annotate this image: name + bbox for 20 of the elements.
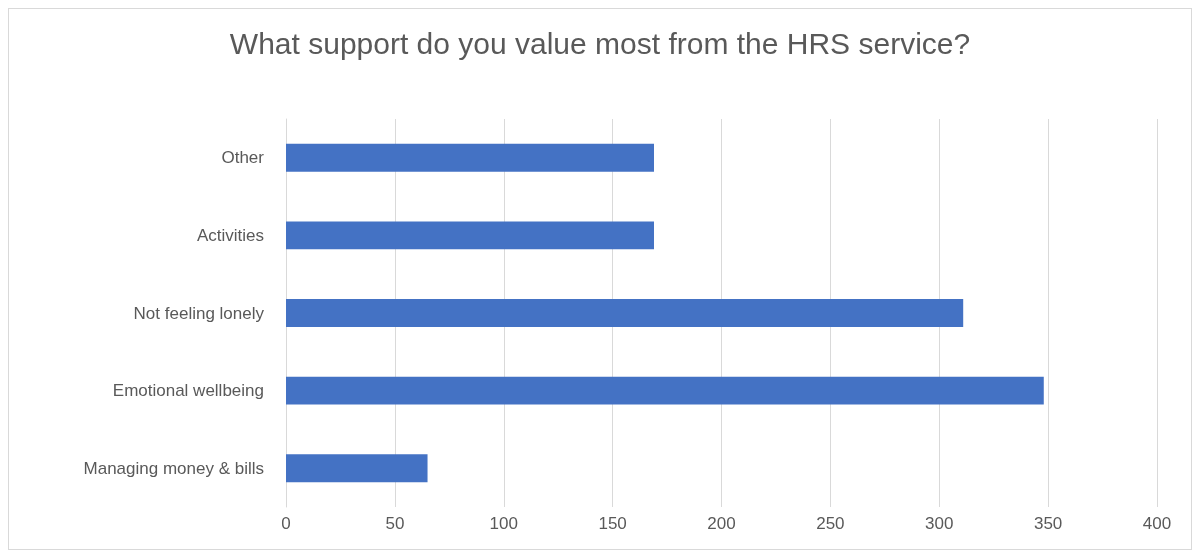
y-tick-label: Not feeling lonely <box>133 303 265 323</box>
x-tick-label: 400 <box>1142 514 1172 533</box>
bar <box>286 221 654 250</box>
bar <box>286 454 428 483</box>
x-tick-label: 300 <box>925 514 954 533</box>
x-tick-label: 0 <box>281 514 291 533</box>
x-tick-label: 250 <box>816 514 845 533</box>
y-tick-label: Activities <box>196 225 264 245</box>
bar <box>286 143 654 172</box>
x-tick-label: 50 <box>385 514 405 533</box>
bar <box>286 376 1044 405</box>
y-tick-label: Other <box>221 148 265 168</box>
y-tick-label: Emotional wellbeing <box>112 381 264 401</box>
chart-title: What support do you value most from the HRS service? <box>229 26 971 60</box>
x-tick-label: 200 <box>707 514 736 533</box>
x-tick-label: 150 <box>598 514 627 533</box>
y-tick-label: Managing money & bills <box>83 458 264 478</box>
bar <box>286 299 964 327</box>
x-tick-label: 100 <box>489 514 518 533</box>
x-tick-label: 350 <box>1033 514 1063 533</box>
